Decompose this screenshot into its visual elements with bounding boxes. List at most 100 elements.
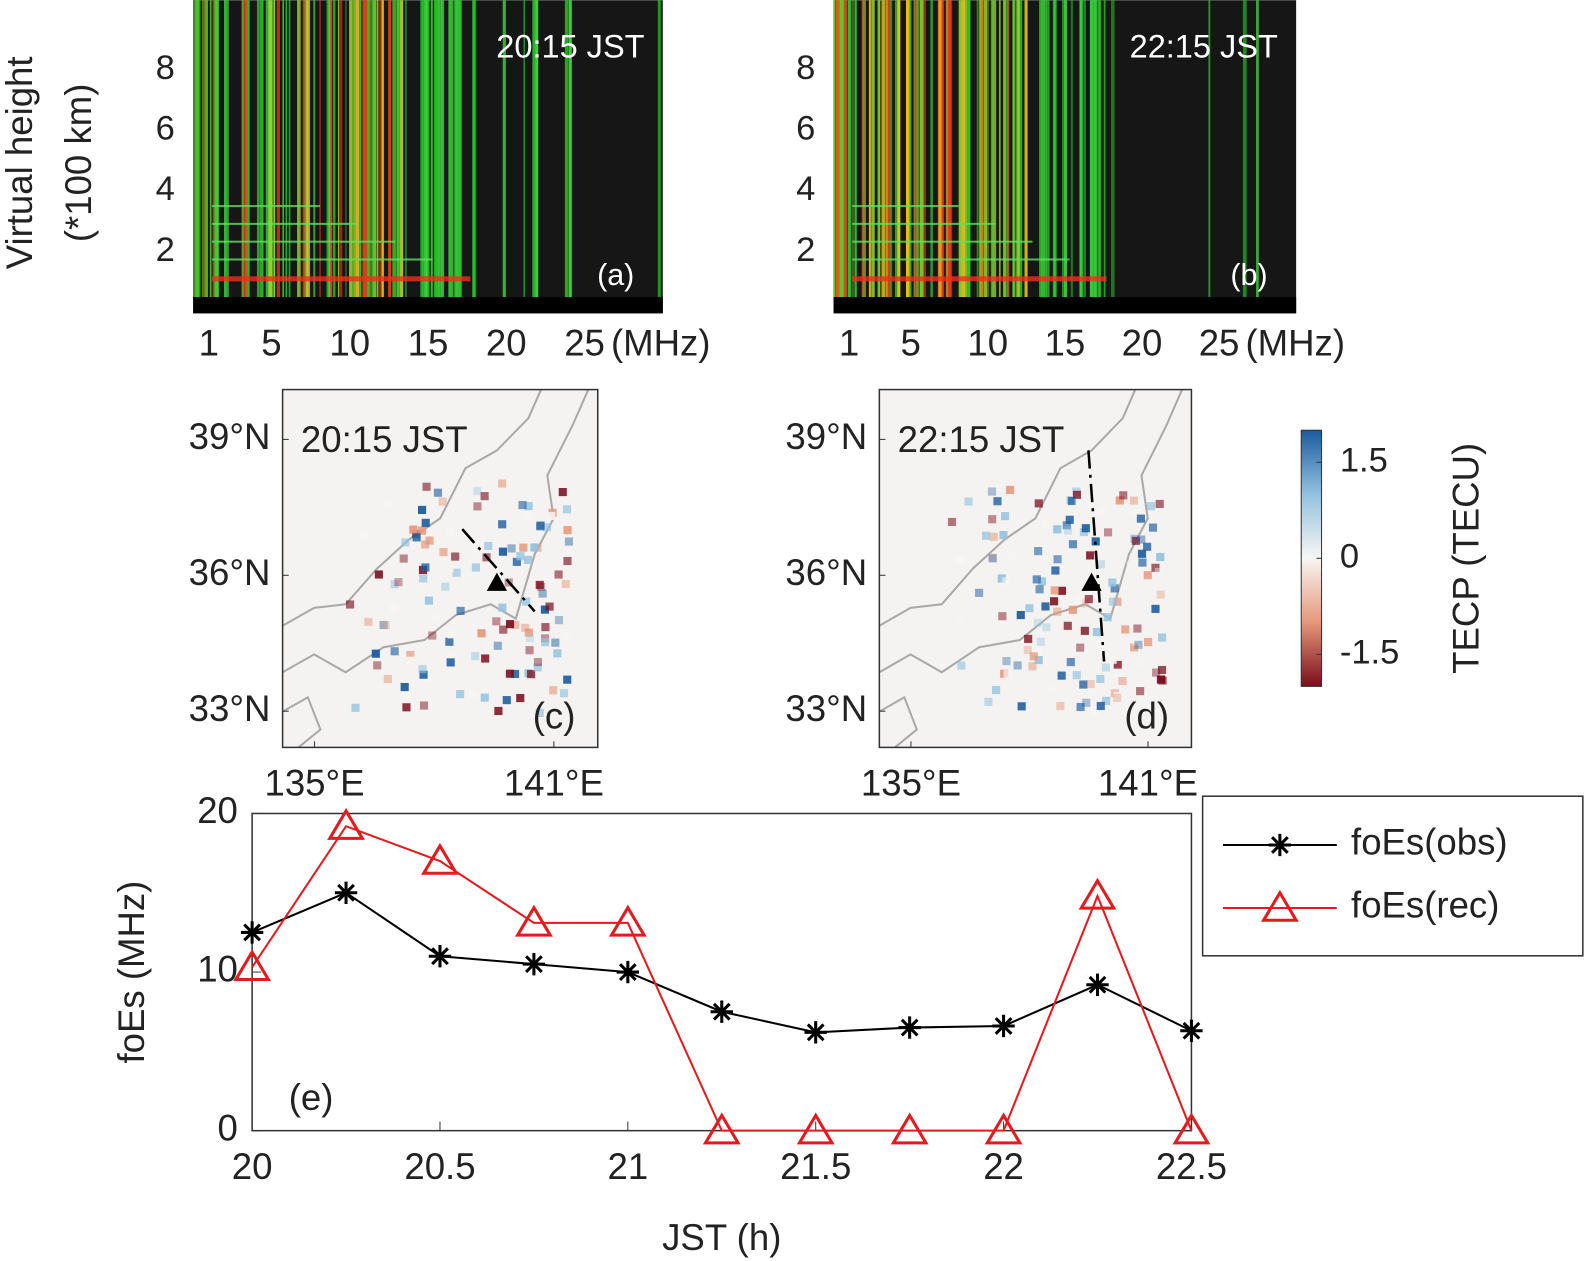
tec-pixel bbox=[422, 482, 431, 491]
tec-pixel bbox=[445, 637, 454, 646]
echo-stripe bbox=[247, 0, 250, 298]
echo-stripe bbox=[833, 0, 838, 298]
x-tick-label: 15 bbox=[408, 323, 449, 364]
tec-pixel bbox=[1158, 676, 1167, 685]
tec-pixel bbox=[1137, 549, 1147, 558]
tec-pixel bbox=[525, 646, 534, 655]
echo-stripe bbox=[332, 0, 336, 298]
tec-pixel bbox=[419, 574, 428, 583]
echo-stripe bbox=[922, 0, 924, 298]
triangle-marker bbox=[514, 904, 553, 937]
tec-pixel bbox=[1056, 702, 1065, 711]
echo-stripe bbox=[328, 0, 333, 298]
echo-stripe bbox=[898, 0, 901, 298]
echo-stripe bbox=[993, 0, 997, 298]
map-frame bbox=[878, 388, 1193, 749]
echo-stripe bbox=[372, 0, 377, 298]
tec-pixel bbox=[383, 674, 392, 684]
x-axis-unit: (MHz) bbox=[611, 323, 711, 364]
tec-pixel bbox=[1101, 663, 1110, 672]
panel-label: (b) bbox=[1230, 258, 1267, 292]
tec-pixel bbox=[558, 487, 567, 497]
tec-pixel bbox=[1156, 552, 1165, 562]
echo-stripe bbox=[1016, 0, 1020, 298]
tec-pixel bbox=[1076, 643, 1085, 652]
x-tick-label: 135°E bbox=[861, 763, 961, 804]
tec-pixel bbox=[1096, 674, 1105, 684]
tec-pixel bbox=[997, 574, 1006, 583]
asterisk-marker bbox=[1086, 973, 1109, 996]
tec-pixel bbox=[1024, 634, 1033, 643]
tec-pixel bbox=[406, 650, 415, 660]
tec-pixel bbox=[1034, 547, 1043, 556]
x-axis-unit: (MHz) bbox=[1245, 323, 1345, 364]
tec-pixel bbox=[1081, 524, 1090, 533]
tec-pixel bbox=[421, 518, 430, 527]
tec-pixel bbox=[559, 689, 569, 698]
tec-pixel bbox=[538, 589, 547, 598]
tec-pixel bbox=[1063, 526, 1073, 535]
tec-pixel bbox=[506, 482, 515, 492]
echo-stripe bbox=[862, 0, 865, 298]
panel-label: (d) bbox=[1124, 696, 1169, 737]
tec-pixel bbox=[1042, 623, 1051, 632]
echo-stripe bbox=[376, 0, 379, 298]
echo-stripe bbox=[202, 0, 204, 298]
echo-stripe bbox=[326, 0, 331, 298]
tec-pixel bbox=[473, 549, 482, 558]
tec-pixel bbox=[1108, 578, 1117, 587]
tec-pixel bbox=[1158, 633, 1167, 642]
echo-stripe bbox=[437, 0, 441, 298]
echo-stripe bbox=[453, 0, 457, 298]
tec-pixel bbox=[1053, 607, 1062, 616]
tec-pixel bbox=[379, 620, 388, 630]
tec-pixel bbox=[1017, 702, 1026, 711]
tec-pixel bbox=[1151, 604, 1160, 613]
coastline bbox=[878, 389, 1184, 674]
tec-pixel bbox=[527, 670, 536, 679]
echo-stripe bbox=[1045, 0, 1049, 298]
x-tick-label: 20 bbox=[486, 323, 527, 364]
echo-stripe bbox=[359, 0, 362, 298]
echo-stripe bbox=[945, 0, 950, 298]
tec-pixel bbox=[1037, 577, 1046, 586]
tec-pixel bbox=[445, 564, 454, 573]
x-tick-label: 25 bbox=[564, 323, 605, 364]
tec-pixel bbox=[1080, 599, 1089, 608]
echo-stripe bbox=[966, 0, 971, 298]
tec-pixel bbox=[480, 693, 489, 702]
tec-pixel bbox=[1090, 706, 1099, 715]
asterisk-marker bbox=[1180, 1019, 1203, 1042]
tec-pixel bbox=[988, 553, 997, 562]
echo-stripe bbox=[297, 0, 301, 298]
echo-stripe bbox=[328, 0, 331, 298]
tec-pixel bbox=[518, 501, 527, 510]
echo-stripe bbox=[1093, 0, 1097, 298]
map-frame bbox=[281, 388, 599, 749]
triangle-marker bbox=[233, 949, 272, 982]
tec-pixel bbox=[1082, 698, 1091, 707]
tec-pixel bbox=[1003, 670, 1012, 679]
tec-pixel bbox=[477, 629, 486, 638]
tec-pixel bbox=[1131, 637, 1140, 646]
echo-stripe bbox=[855, 0, 857, 298]
tec-pixel bbox=[471, 652, 480, 661]
echo-stripe bbox=[835, 0, 840, 298]
y-tick-label: 33°N bbox=[189, 688, 271, 729]
echo-stripe bbox=[243, 0, 248, 298]
tec-pixel bbox=[498, 479, 507, 488]
tec-pixel bbox=[987, 487, 997, 496]
tec-pixel bbox=[465, 538, 474, 547]
echo-stripe bbox=[1084, 0, 1086, 298]
tec-pixel bbox=[510, 669, 520, 679]
tec-pixel bbox=[1034, 656, 1043, 665]
ionogram-floor bbox=[833, 297, 1297, 314]
tec-pixel bbox=[964, 497, 973, 506]
x-tick-label: 141°E bbox=[1098, 763, 1198, 804]
triangle-marker bbox=[702, 1112, 741, 1145]
tec-pixel bbox=[418, 665, 427, 674]
tec-pixel bbox=[399, 554, 408, 563]
legend-label: foEs(obs) bbox=[1351, 822, 1508, 863]
tec-pixel bbox=[452, 568, 461, 577]
tec-pixel bbox=[441, 582, 450, 591]
